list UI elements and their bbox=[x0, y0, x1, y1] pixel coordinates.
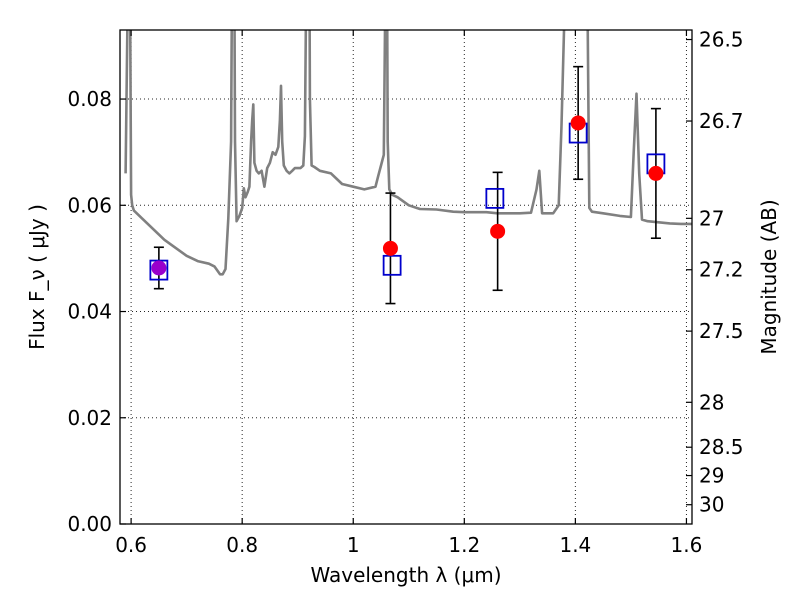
observed-point bbox=[382, 240, 398, 256]
axis-ticks: 0.6 0.8 1 1.2 1.4 1.6 0.00 0.02 0.04 0.06 0.08 26.5… bbox=[67, 28, 743, 557]
y2-tick-label: 28 bbox=[699, 390, 724, 414]
model-band-square bbox=[485, 187, 505, 209]
y-tick-label: 0.08 bbox=[67, 87, 112, 111]
model-band-square bbox=[382, 254, 402, 276]
y2-tick-label: 26.5 bbox=[699, 28, 744, 52]
x-tick-label: 1.2 bbox=[448, 533, 480, 557]
y2-tick-label: 27.5 bbox=[699, 319, 744, 343]
model-spectrum-line bbox=[124, 30, 692, 276]
y2-tick-label: 28.5 bbox=[699, 435, 744, 459]
y2-tick-label: 30 bbox=[699, 493, 724, 517]
y-tick-label: 0.02 bbox=[67, 406, 112, 430]
x-tick-label: 0.8 bbox=[226, 533, 258, 557]
y-axis-title: Flux F_ν ( μJy ) bbox=[25, 204, 49, 350]
y2-tick-label: 29 bbox=[699, 464, 724, 488]
plot-frame bbox=[119, 29, 693, 525]
x-axis-title: Wavelength λ (μm) bbox=[310, 563, 501, 587]
observed-point bbox=[570, 115, 586, 131]
y2-tick-label: 27.2 bbox=[699, 258, 744, 282]
y-tick-label: 0.04 bbox=[67, 300, 112, 324]
y-tick-label: 0.06 bbox=[67, 193, 112, 217]
x-tick-label: 1.6 bbox=[671, 533, 703, 557]
y2-axis-title: Magnitude (AB) bbox=[757, 199, 781, 354]
grid-lines bbox=[120, 30, 692, 525]
y2-tick-label: 27 bbox=[699, 206, 724, 230]
y-tick-label: 0.00 bbox=[67, 512, 112, 536]
x-tick-label: 1.4 bbox=[559, 533, 591, 557]
observed-point bbox=[648, 165, 664, 181]
y2-tick-label: 26.7 bbox=[699, 109, 744, 133]
x-tick-label: 0.6 bbox=[115, 533, 147, 557]
data-marks bbox=[149, 65, 666, 305]
x-tick-label: 1 bbox=[347, 533, 360, 557]
observed-point bbox=[490, 223, 506, 239]
observed-point bbox=[151, 260, 167, 276]
